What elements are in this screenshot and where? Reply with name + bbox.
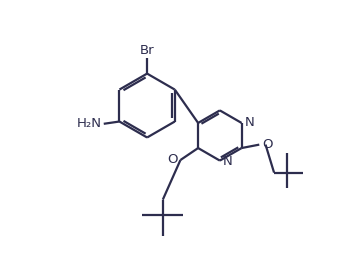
Text: H₂N: H₂N	[77, 117, 102, 130]
Text: Br: Br	[140, 44, 154, 57]
Text: N: N	[244, 116, 254, 129]
Text: O: O	[262, 138, 273, 151]
Text: N: N	[223, 155, 233, 168]
Text: O: O	[167, 153, 178, 166]
